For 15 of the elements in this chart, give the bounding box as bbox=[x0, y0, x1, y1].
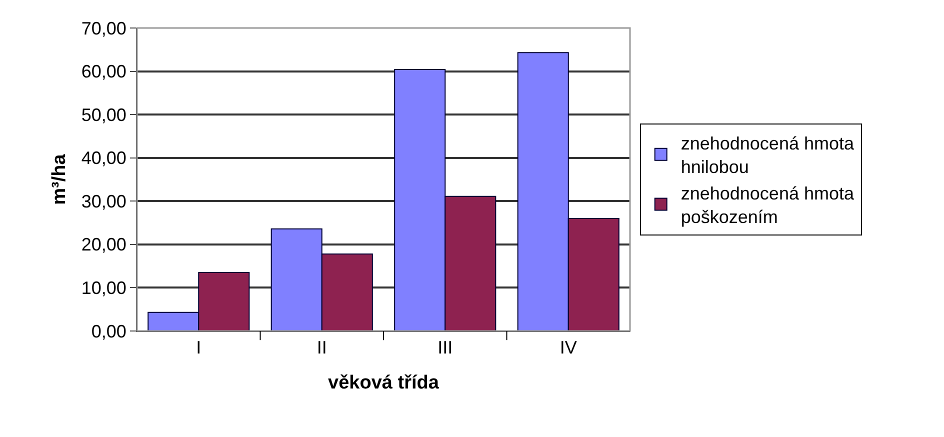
legend-label: znehodnocená hmota poškozením bbox=[680, 184, 855, 227]
y-tick-label: 0,00 bbox=[91, 321, 126, 342]
x-tick-label: III bbox=[438, 338, 453, 358]
y-tick-label: 40,00 bbox=[81, 148, 126, 168]
y-tick-label: 70,00 bbox=[81, 18, 126, 38]
x-tick-label: I bbox=[196, 338, 202, 358]
y-tick-label: 10,00 bbox=[81, 278, 126, 298]
x-tick-label: II bbox=[316, 338, 327, 358]
y-axis-title: m³/ha bbox=[49, 154, 70, 205]
x-axis-title: věková třída bbox=[328, 372, 440, 394]
y-tick-label: 50,00 bbox=[81, 104, 126, 125]
x-tick-label: IV bbox=[560, 338, 577, 358]
y-tick-label: 20,00 bbox=[81, 234, 126, 255]
y-tick-label: 60,00 bbox=[81, 62, 126, 82]
y-tick-label: 30,00 bbox=[81, 191, 126, 212]
